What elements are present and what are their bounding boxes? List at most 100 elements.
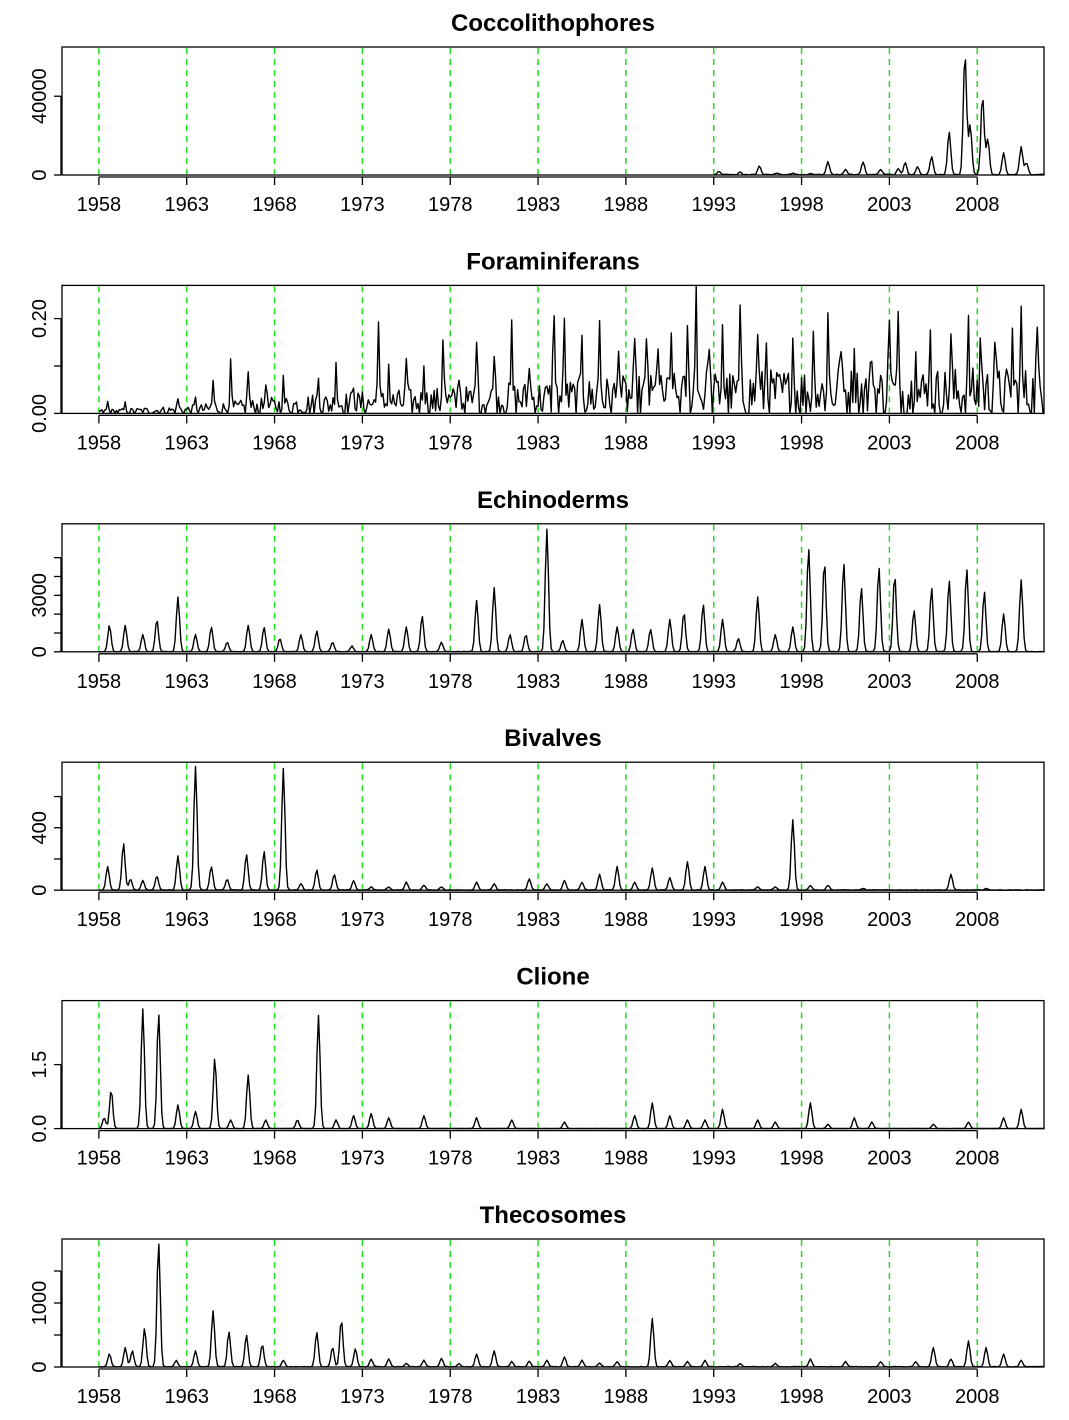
x-tick-label: 1988	[604, 671, 649, 693]
x-tick-label: 1988	[604, 909, 649, 931]
y-tick-label: 0	[29, 885, 51, 896]
panel-title: Echinoderms	[477, 487, 629, 514]
y-tick-label: 0.20	[29, 299, 51, 338]
x-tick-label: 1973	[340, 432, 385, 454]
panel-title: Bivalves	[504, 725, 601, 752]
series-line-bivalves	[98, 765, 1045, 891]
x-tick-label: 1968	[252, 432, 297, 454]
x-tick-label: 1963	[164, 432, 209, 454]
x-tick-label: 1973	[340, 1386, 385, 1408]
x-tick-label: 1968	[252, 909, 297, 931]
y-tick-label: 400	[29, 811, 51, 844]
y-tick-label: 1000	[29, 1281, 51, 1326]
x-tick-label: 1958	[77, 194, 122, 216]
x-tick-label: 2008	[955, 432, 1000, 454]
x-tick-label: 1983	[516, 671, 561, 693]
x-tick-label: 2008	[955, 1386, 1000, 1408]
x-tick-label: 1978	[428, 909, 473, 931]
x-tick-label: 1988	[604, 1386, 649, 1408]
x-tick-label: 2003	[867, 432, 912, 454]
x-tick-label: 1998	[779, 1148, 824, 1170]
x-tick-label: 2003	[867, 1386, 912, 1408]
x-tick-label: 2003	[867, 671, 912, 693]
x-tick-label: 1968	[252, 671, 297, 693]
x-tick-label: 1998	[779, 194, 824, 216]
panel-clione: Clione 0.0 1.5 1958 1963 1968 1973 1978 1983 1988…	[29, 964, 1045, 1170]
series-line-coccolithophores	[713, 59, 1045, 176]
series-line-clione	[98, 1008, 1045, 1130]
x-tick-label: 1998	[779, 1386, 824, 1408]
x-tick-label: 2003	[867, 194, 912, 216]
x-tick-label: 1978	[428, 1148, 473, 1170]
x-tick-label: 1988	[604, 194, 649, 216]
plot-frame	[61, 284, 1045, 415]
x-tick-label: 1983	[516, 1386, 561, 1408]
panel-title: Thecosomes	[480, 1202, 627, 1229]
x-tick-label: 1998	[779, 432, 824, 454]
panel-echinoderms: Echinoderms 0 3000 1958 1963 1968 1973 1978 1983…	[29, 487, 1045, 693]
x-tick-label: 1978	[428, 432, 473, 454]
y-tick-label: 1.5	[29, 1051, 51, 1079]
x-tick-label: 1958	[77, 671, 122, 693]
x-tick-label: 1978	[428, 1386, 473, 1408]
x-tick-label: 1973	[340, 909, 385, 931]
x-tick-label: 1973	[340, 194, 385, 216]
plot-frame	[61, 761, 1045, 891]
x-tick-label: 1983	[516, 909, 561, 931]
panel-title: Clione	[516, 964, 589, 991]
y-tick-label: 0	[29, 1361, 51, 1372]
x-tick-label: 1968	[252, 1148, 297, 1170]
plot-frame	[61, 999, 1045, 1130]
x-tick-label: 1983	[516, 432, 561, 454]
x-tick-label: 1958	[77, 1386, 122, 1408]
x-tick-label: 2003	[867, 909, 912, 931]
x-tick-label: 1963	[164, 194, 209, 216]
plot-frame	[61, 523, 1045, 653]
x-tick-label: 1998	[779, 909, 824, 931]
x-tick-label: 1963	[164, 671, 209, 693]
x-tick-label: 1983	[516, 1148, 561, 1170]
panel-title: Foraminiferans	[466, 248, 639, 275]
series-line-thecosomes	[98, 1243, 1045, 1368]
panel-thecosomes: Thecosomes 0 1000 1958 1963 1968 1973 1978 1983 1…	[29, 1202, 1045, 1408]
panel-foraminiferans: Foraminiferans 0.00 0.20 1958 1963 1968 1973 19…	[29, 248, 1045, 454]
y-tick-label: 0.00	[29, 394, 51, 433]
y-tick-label: 40000	[29, 68, 51, 124]
x-tick-label: 1968	[252, 1386, 297, 1408]
plot-frame	[61, 1238, 1045, 1368]
x-tick-label: 1998	[779, 671, 824, 693]
panel-coccolithophores: Coccolithophores 0 40000 1958 1963 1968 1973 19…	[29, 10, 1045, 216]
x-tick-label: 1958	[77, 909, 122, 931]
x-tick-label: 1988	[604, 432, 649, 454]
x-tick-label: 2008	[955, 909, 1000, 931]
x-tick-label: 1993	[691, 1386, 736, 1408]
x-tick-label: 1973	[340, 671, 385, 693]
x-tick-label: 1968	[252, 194, 297, 216]
series-line-echinoderms	[98, 528, 1045, 653]
series-line-foraminiferans	[98, 284, 1045, 415]
x-tick-label: 1983	[516, 194, 561, 216]
x-tick-label: 1973	[340, 1148, 385, 1170]
x-tick-label: 1963	[164, 909, 209, 931]
x-tick-label: 2008	[955, 1148, 1000, 1170]
x-tick-label: 1993	[691, 432, 736, 454]
y-tick-label: 3000	[29, 573, 51, 618]
x-tick-label: 1988	[604, 1148, 649, 1170]
panel-bivalves: Bivalves 0 400 1958 1963 1968 1973 1978 1983 1988…	[29, 725, 1045, 931]
x-tick-label: 1978	[428, 194, 473, 216]
x-tick-label: 1993	[691, 909, 736, 931]
x-tick-label: 1958	[77, 432, 122, 454]
x-tick-label: 1993	[691, 194, 736, 216]
x-tick-label: 2008	[955, 671, 1000, 693]
x-tick-label: 2003	[867, 1148, 912, 1170]
x-tick-label: 2008	[955, 194, 1000, 216]
panel-title: Coccolithophores	[451, 10, 655, 37]
y-tick-label: 0	[29, 169, 51, 180]
x-tick-label: 1958	[77, 1148, 122, 1170]
x-tick-label: 1993	[691, 671, 736, 693]
y-tick-label: 0	[29, 646, 51, 657]
y-tick-label: 0.0	[29, 1115, 51, 1143]
x-tick-label: 1978	[428, 671, 473, 693]
